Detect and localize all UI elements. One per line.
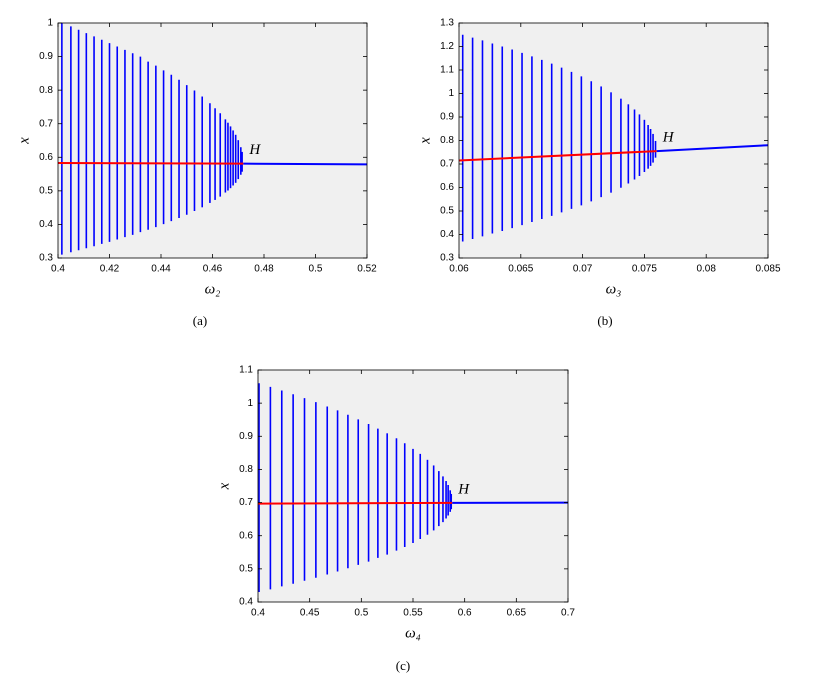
x-tick-label: 0.55 xyxy=(403,608,423,619)
x-axis-label: ω₃ xyxy=(606,281,622,297)
y-tick-label: 0.4 xyxy=(239,597,253,608)
stable-branch xyxy=(656,144,769,153)
y-tick-label: 1.1 xyxy=(440,65,454,76)
y-tick-label: 0.5 xyxy=(239,563,253,574)
x-axis-label: ω₄ xyxy=(405,625,421,641)
x-tick-label: 0.44 xyxy=(151,264,171,275)
x-tick-label: 0.4 xyxy=(251,608,265,619)
unstable-branch xyxy=(257,501,453,505)
x-tick-label: 0.7 xyxy=(561,608,575,619)
y-tick-label: 0.9 xyxy=(239,431,253,442)
annotation: H xyxy=(662,130,675,146)
y-tick-label: 0.9 xyxy=(440,112,454,123)
y-tick-label: 0.8 xyxy=(440,135,454,146)
y-tick-label: 0.4 xyxy=(39,219,53,230)
y-tick-label: 0.3 xyxy=(440,253,454,264)
y-tick-label: 0.7 xyxy=(239,497,253,508)
y-tick-label: 1 xyxy=(448,88,454,99)
plot-area xyxy=(459,23,768,258)
y-tick-label: 0.3 xyxy=(39,253,53,264)
y-tick-label: 1 xyxy=(47,18,53,29)
y-tick-label: 0.8 xyxy=(39,85,53,96)
x-tick-label: 0.075 xyxy=(632,264,657,275)
y-tick-label: 0.6 xyxy=(39,152,53,163)
y-tick-label: 1.1 xyxy=(239,365,253,376)
y-tick-label: 0.9 xyxy=(39,51,53,62)
y-tick-label: 0.4 xyxy=(440,229,454,240)
y-tick-label: 0.5 xyxy=(39,185,53,196)
x-axis-label: ω₂ xyxy=(205,281,221,297)
y-tick-label: 0.8 xyxy=(239,464,253,475)
x-tick-label: 0.65 xyxy=(507,608,527,619)
y-tick-label: 0.7 xyxy=(39,118,53,129)
y-tick-label: 1.2 xyxy=(440,41,454,52)
unstable-branch xyxy=(458,150,657,162)
x-tick-label: 0.08 xyxy=(696,264,716,275)
y-tick-label: 1 xyxy=(247,398,253,409)
x-tick-label: 0.07 xyxy=(573,264,593,275)
x-tick-label: 0.5 xyxy=(354,608,368,619)
y-tick-label: 1.3 xyxy=(440,18,454,29)
annotation: H xyxy=(457,481,470,497)
plot-area xyxy=(58,23,367,258)
x-tick-label: 0.46 xyxy=(203,264,223,275)
y-tick-label: 0.6 xyxy=(440,182,454,193)
x-tick-label: 0.52 xyxy=(357,264,377,275)
x-tick-label: 0.065 xyxy=(508,264,533,275)
y-tick-label: 0.5 xyxy=(440,206,454,217)
caption: (a) xyxy=(193,313,207,328)
x-tick-label: 0.5 xyxy=(309,264,323,275)
x-tick-label: 0.085 xyxy=(755,264,780,275)
y-axis-label: x xyxy=(16,137,32,145)
x-tick-label: 0.6 xyxy=(458,608,472,619)
x-tick-label: 0.4 xyxy=(51,264,65,275)
caption: (c) xyxy=(396,658,410,673)
x-tick-label: 0.42 xyxy=(100,264,120,275)
unstable-branch xyxy=(57,161,244,165)
x-tick-label: 0.48 xyxy=(254,264,274,275)
x-tick-label: 0.06 xyxy=(449,264,469,275)
y-tick-label: 0.6 xyxy=(239,530,253,541)
y-tick-label: 0.7 xyxy=(440,159,454,170)
x-tick-label: 0.45 xyxy=(300,608,320,619)
annotation: H xyxy=(248,142,261,158)
caption: (b) xyxy=(597,313,612,328)
y-axis-label: x xyxy=(417,137,433,145)
stable-branch xyxy=(243,162,368,166)
y-axis-label: x xyxy=(216,482,232,490)
